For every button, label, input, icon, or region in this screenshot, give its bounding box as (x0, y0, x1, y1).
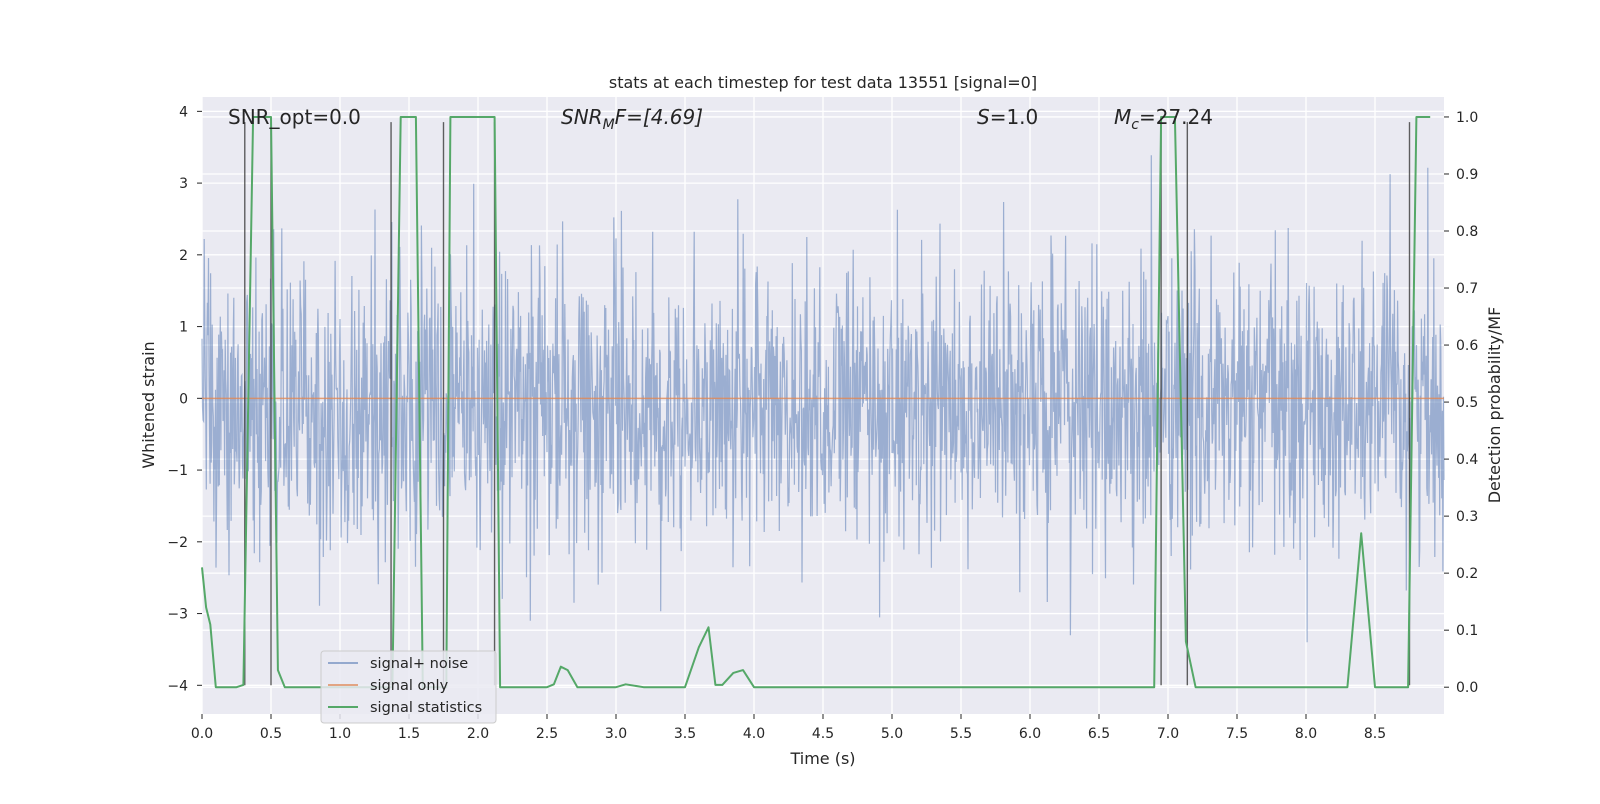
annotation-s-symbol: S (977, 105, 990, 129)
y2-tick-label: 0.2 (1456, 566, 1478, 582)
x-tick-label: 4.5 (812, 726, 834, 742)
x-tick-label: 8.0 (1295, 726, 1317, 742)
annotations: SNR_opt=0.0 SNRMF=[4.69] S=1.0 Mc=27.24 (228, 105, 1213, 133)
annotation-s-value: =1.0 (990, 105, 1039, 129)
x-tick-label: 1.0 (329, 726, 351, 742)
y2-tick-label: 0.5 (1456, 395, 1478, 411)
annotation-s: S=1.0 (977, 105, 1038, 129)
y-tick-label: −3 (167, 607, 188, 623)
y2-tick-label: 0.3 (1456, 509, 1478, 525)
x-tick-label: 1.5 (398, 726, 420, 742)
y-tick-label: 2 (179, 248, 188, 264)
stat-layer (201, 116, 1431, 689)
x-tick-label: 7.0 (1157, 726, 1179, 742)
y-tick-label: 3 (179, 176, 188, 192)
y2-tick-label: 0.0 (1456, 680, 1478, 696)
y-axis-title: Whitened strain (139, 341, 158, 468)
y2-tick-label: 0.4 (1456, 452, 1478, 468)
legend-label-signal-statistics: signal statistics (370, 700, 482, 716)
y2-tick-label: 0.8 (1456, 224, 1478, 240)
annotation-snr-mf-prefix: SNR (561, 105, 603, 129)
x-tick-label: 5.5 (950, 726, 972, 742)
annotation-mc-sub: c (1131, 117, 1139, 133)
x-tick-label: 7.5 (1226, 726, 1248, 742)
y-tick-label: 4 (179, 104, 188, 120)
x-tick-label: 3.0 (605, 726, 627, 742)
y-tick-label: 0 (179, 391, 188, 407)
y2-tick-label: 0.6 (1456, 338, 1478, 354)
vline-layer (244, 122, 1411, 686)
x-tick-label: 0.0 (191, 726, 213, 742)
legend: signal+ noise signal only signal statist… (320, 650, 497, 724)
y-tick-label: −2 (167, 535, 188, 551)
chart-title: stats at each timestep for test data 135… (609, 73, 1037, 92)
annotation-snr-mf: SNRMF=[4.69] (561, 105, 703, 133)
y2-axis-title: Detection probability/MF (1485, 307, 1504, 504)
y2-tick-label: 0.9 (1456, 167, 1478, 183)
series-signal-statistics-line (201, 116, 1431, 689)
annotation-snr-mf-suffix: F=[4.69] (615, 105, 703, 129)
x-axis-title: Time (s) (789, 749, 855, 768)
y2-tick-label: 0.1 (1456, 623, 1478, 639)
annotation-mc-symbol: M (1114, 105, 1131, 129)
y-tick-label: −4 (167, 678, 188, 694)
noise-layer (201, 155, 1445, 643)
annotation-mc-value: =27.24 (1139, 105, 1213, 129)
tick-layer: 0.0 0.5 1.0 1.5 2.0 2.5 3.0 3.5 4.0 4.5 5.0 5.5 6.0 6… (167, 104, 1478, 742)
x-tick-label: 2.0 (467, 726, 489, 742)
legend-label-signal-noise: signal+ noise (370, 656, 468, 672)
x-tick-label: 3.5 (674, 726, 696, 742)
y-tick-label: 1 (179, 320, 188, 336)
y2-tick-label: 1.0 (1456, 110, 1478, 126)
y2-tick-label: 0.7 (1456, 281, 1478, 297)
x-tick-label: 5.0 (881, 726, 903, 742)
x-tick-label: 8.5 (1364, 726, 1386, 742)
x-tick-label: 2.5 (536, 726, 558, 742)
legend-label-signal-only: signal only (370, 678, 449, 694)
legend-box (320, 650, 497, 724)
x-tick-label: 0.5 (260, 726, 282, 742)
x-tick-label: 6.5 (1088, 726, 1110, 742)
x-tick-label: 6.0 (1019, 726, 1041, 742)
x-tick-label: 4.0 (743, 726, 765, 742)
annotation-mc: Mc=27.24 (1114, 105, 1213, 133)
series-signal-noise-line (201, 155, 1445, 643)
annotation-snr-opt: SNR_opt=0.0 (228, 105, 361, 129)
annotation-snr-mf-sub: M (603, 117, 615, 133)
y-tick-label: −1 (167, 463, 188, 479)
